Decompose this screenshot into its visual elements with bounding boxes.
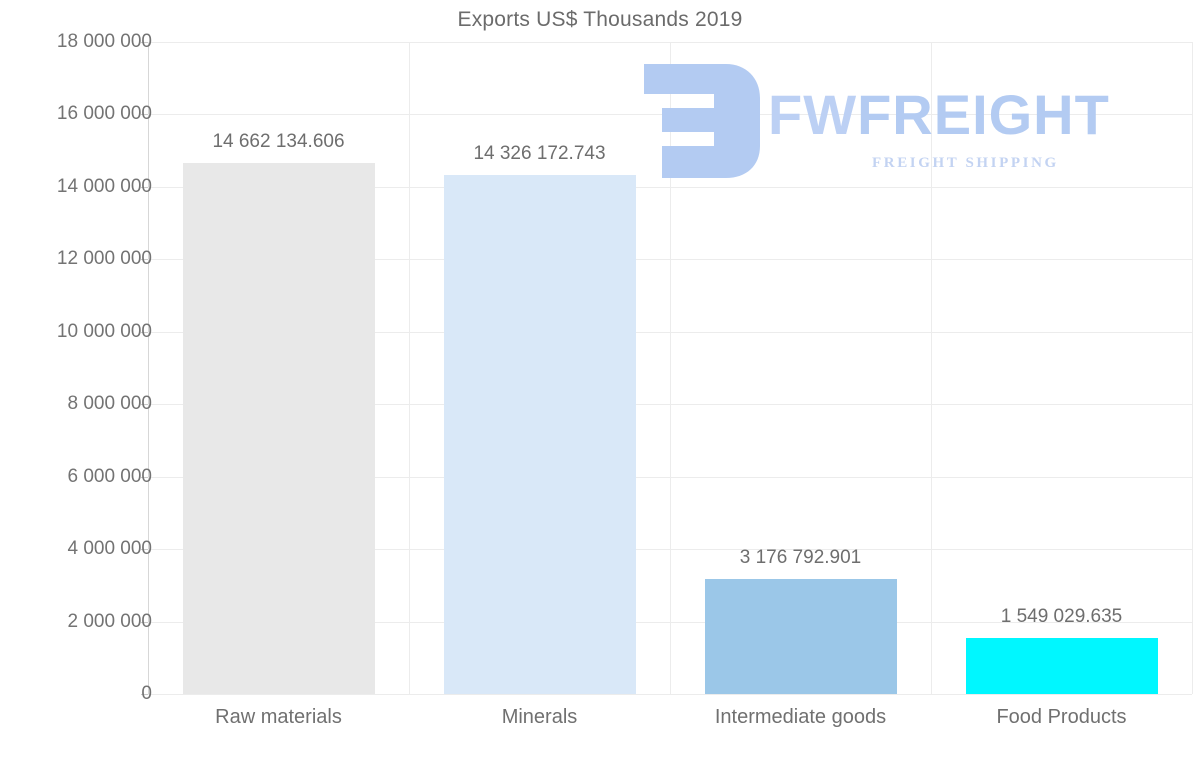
- y-tick-mark: [141, 331, 148, 333]
- bar-value-label: 14 326 172.743: [473, 143, 606, 165]
- gridline-vertical: [1192, 42, 1193, 694]
- bar-value-label: 3 176 792.901: [739, 546, 862, 568]
- y-axis-line: [148, 42, 149, 695]
- y-tick-mark: [141, 549, 148, 551]
- y-tick-label: 0: [141, 683, 152, 704]
- y-tick-mark: [141, 476, 148, 478]
- y-tick-label: 4 000 000: [67, 538, 152, 560]
- x-tick-label: Food Products: [996, 706, 1127, 728]
- bar-raw-materials[interactable]: [182, 162, 375, 694]
- y-tick-label: 10 000 000: [56, 320, 152, 342]
- y-tick-label: 14 000 000: [56, 175, 152, 197]
- bar-minerals[interactable]: [443, 175, 636, 694]
- y-tick-label: 16 000 000: [56, 103, 152, 125]
- bar-food-products[interactable]: [965, 637, 1158, 694]
- chart-title: Exports US$ Thousands 2019: [457, 8, 743, 31]
- y-tick-mark: [141, 114, 148, 116]
- y-tick-label: 18 000 000: [56, 31, 152, 52]
- y-tick-mark: [141, 186, 148, 188]
- bar-value-label: 1 549 029.635: [1000, 605, 1123, 627]
- y-tick-mark: [141, 621, 148, 623]
- y-tick-mark: [141, 259, 148, 261]
- x-tick-label: Minerals: [501, 706, 578, 728]
- y-tick-label: 12 000 000: [56, 248, 152, 270]
- gridline-vertical: [670, 42, 671, 694]
- bar-intermediate-goods[interactable]: [704, 578, 897, 694]
- y-tick-label: 2 000 000: [67, 610, 152, 632]
- gridline-vertical: [931, 42, 932, 694]
- gridline-vertical: [409, 42, 410, 694]
- y-tick-mark: [141, 42, 148, 43]
- x-tick-label: Raw materials: [215, 706, 342, 728]
- bar-value-label: 14 662 134.606: [212, 130, 345, 152]
- plot-area: 14 662 134.606 14 326 172.743 3 176 792.90…: [148, 42, 1193, 695]
- gridline-horizontal: [148, 694, 1192, 695]
- x-tick-label: Intermediate goods: [714, 706, 887, 728]
- y-tick-mark: [141, 404, 148, 406]
- y-tick-label: 8 000 000: [67, 393, 152, 415]
- y-tick-mark: [141, 694, 148, 695]
- y-tick-label: 6 000 000: [67, 465, 152, 487]
